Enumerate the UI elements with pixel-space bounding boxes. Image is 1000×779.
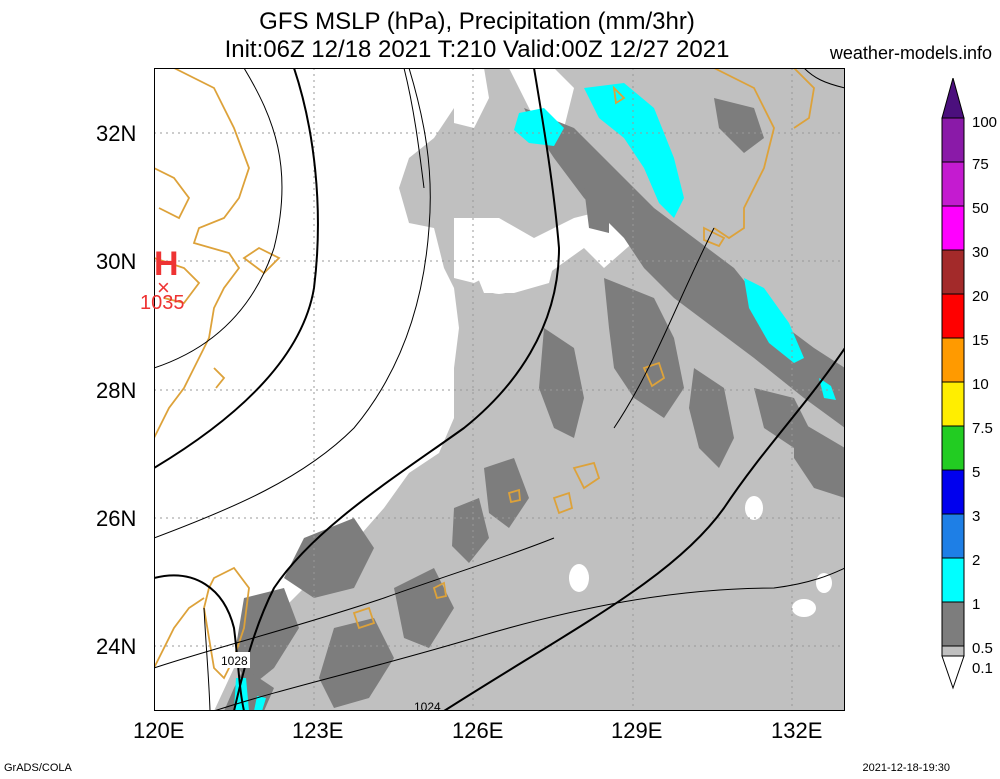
colorbar-swatches [941, 78, 965, 690]
precip-gap-3 [509, 68, 574, 138]
lon-label-126e: 126E [452, 718, 504, 743]
precip-cyan-2 [514, 108, 564, 146]
precip-dark-gray-3 [539, 328, 584, 438]
isobars-thin [154, 68, 845, 711]
chart-subtitle: Init:06Z 12/18 2021 T:210 Valid:00Z 12/2… [224, 36, 730, 63]
precip-gap-10 [816, 573, 832, 593]
isobars-thick [154, 68, 845, 711]
precip-gap-7 [792, 599, 816, 617]
isobar-label-bg-1028 [218, 652, 250, 668]
precip-cyan-1 [584, 83, 684, 218]
coastlines [154, 68, 815, 680]
lon-label-129e: 129E [611, 718, 663, 743]
precip-cyan-6 [254, 696, 266, 711]
precip-dark-gray-11 [452, 498, 489, 563]
precip-dark-gray-12 [584, 188, 609, 233]
map-canvas: 1028 1024 H × [154, 68, 845, 711]
precip-dark-gray-6 [284, 518, 374, 598]
lat-label-26n: 26N [96, 506, 137, 531]
colorbar-bottom-arrow [941, 655, 965, 690]
isobar-label-1024: 1024 [414, 700, 441, 711]
lon-label-123e: 123E [292, 718, 344, 743]
colorbar-label: 2 [972, 552, 981, 569]
precip-cyan-3 [744, 278, 804, 363]
precip-dark-gray-1 [524, 108, 845, 428]
precip-dark-gray-7 [234, 588, 299, 688]
precip-dark-gray-2 [604, 278, 684, 418]
high-pressure-marker: H × [154, 245, 179, 300]
colorbar-top-arrow [941, 78, 965, 119]
render-timestamp: 2021-12-18-19:30 [862, 762, 950, 774]
colorbar-label: 75 [972, 156, 989, 173]
precip-gap-8 [569, 564, 589, 592]
lat-label-24n: 24N [96, 634, 137, 659]
colorbar-label: 10 [972, 376, 989, 393]
lat-label-32n: 32N [96, 121, 137, 146]
precip-dark-gray-10 [484, 458, 529, 528]
high-pressure-value: 1035 [140, 292, 185, 314]
precip-dark-gray-8 [319, 618, 394, 708]
colorbar-label: 1 [972, 596, 981, 613]
isobar-label-1028: 1028 [221, 654, 248, 668]
colorbar-label: 30 [972, 244, 989, 261]
high-pressure-symbol: H [154, 245, 179, 283]
map-border [154, 68, 845, 711]
source-label[interactable]: weather-models.info [829, 43, 992, 63]
colorbar-label: 0.5 [972, 640, 993, 657]
precip-dark-gray-14 [794, 418, 845, 498]
colorbar-label: 0.1 [972, 660, 993, 677]
precip-colorbar: 100 75 50 30 20 15 10 7.5 5 3 2 1 0.5 0.… [940, 78, 1000, 698]
precip-dark-gray-4 [689, 368, 734, 468]
colorbar-label: 20 [972, 288, 989, 305]
precip-gap-5 [481, 266, 517, 294]
precip-dark-gray-13 [714, 98, 764, 153]
precip-gap-6 [371, 149, 387, 177]
colorbar-label: 7.5 [972, 420, 993, 437]
colorbar-label: 50 [972, 200, 989, 217]
lon-label-132e: 132E [771, 718, 823, 743]
precip-cyan-4 [819, 378, 836, 400]
colorbar-label: 3 [972, 508, 981, 525]
high-center-icon: × [157, 275, 170, 300]
lat-label-28n: 28N [96, 378, 137, 403]
colorbar-label: 5 [972, 464, 981, 481]
weather-map: 1028 1024 H × [154, 68, 845, 711]
precip-gap-9 [745, 496, 763, 520]
colorbar-label: 15 [972, 332, 989, 349]
lon-label-120e: 120E [133, 718, 185, 743]
precip-gap-4 [454, 68, 489, 128]
lat-label-30n: 30N [96, 249, 137, 274]
precip-dark-gray-9 [394, 568, 454, 648]
software-credit: GrADS/COLA [4, 762, 72, 774]
colorbar-label: 100 [972, 114, 998, 131]
chart-title: GFS MSLP (hPa), Precipitation (mm/3hr) [259, 8, 695, 35]
